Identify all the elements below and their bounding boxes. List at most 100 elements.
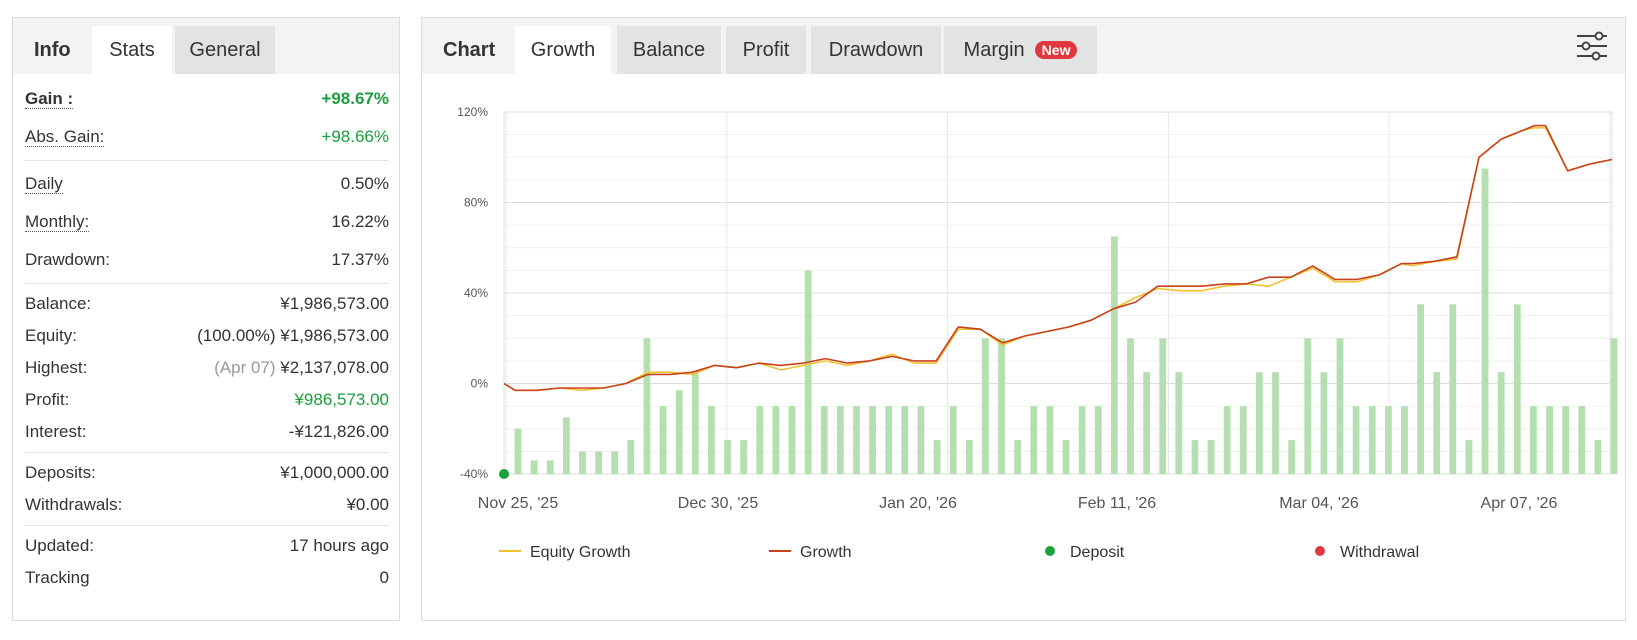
daily-bar [627, 440, 635, 474]
interest-label: Interest: [25, 422, 87, 441]
daily-bar [708, 406, 715, 474]
withdrawals-label: Withdrawals: [25, 495, 123, 514]
divider [25, 452, 389, 453]
daily-bar [1030, 406, 1038, 474]
deposits-value: ¥1,000,000.00 [280, 463, 389, 482]
growth-line [503, 124, 1613, 392]
daily-bar [514, 428, 522, 474]
abs-gain-value: +98.66% [321, 127, 389, 146]
daily-bar [659, 406, 667, 474]
daily-bar [1562, 406, 1570, 474]
legend-item-equity-growth[interactable]: Equity Growth [499, 544, 630, 561]
new-badge: New [1034, 41, 1078, 59]
daily-bar [885, 406, 893, 474]
x-tick-label: Mar 04, '26 [1279, 495, 1359, 512]
daily-bar [1513, 304, 1521, 474]
y-tick-label: 120% [457, 105, 488, 119]
highest-value: ¥2,137,078.00 [280, 358, 389, 377]
legend-swatch-withdrawal [1315, 546, 1325, 556]
stat-row-equity: Equity: (100.00%) ¥1,986,573.00 [25, 320, 389, 352]
legend-item-growth[interactable]: Growth [769, 544, 852, 561]
daily-bar [917, 406, 925, 474]
left-tabbar: Info Stats General [13, 18, 399, 74]
divider [25, 283, 389, 284]
stat-row-withdrawals: Withdrawals: ¥0.00 [25, 489, 389, 521]
daily-bar [772, 406, 780, 474]
daily-bar [1481, 168, 1489, 474]
x-tick-label: Apr 07, '26 [1481, 495, 1558, 512]
daily-bar [804, 270, 812, 474]
gain-value: +98.67% [321, 89, 389, 108]
balance-label: Balance: [25, 294, 92, 313]
tab-general[interactable]: General [175, 26, 275, 74]
tab-balance[interactable]: Balance [617, 26, 721, 74]
daily-bar [1384, 406, 1392, 474]
daily-bar [1401, 406, 1408, 474]
daily-bar [1014, 440, 1022, 474]
monthly-label[interactable]: Monthly: [25, 211, 90, 232]
daily-bars [514, 168, 1618, 474]
tab-chart[interactable]: Chart [443, 38, 496, 61]
stat-row-gain: Gain : +98.67% [25, 80, 389, 118]
tab-margin[interactable]: Margin New [944, 26, 1097, 74]
tab-margin-label: Margin [963, 38, 1025, 61]
daily-bar [1110, 236, 1118, 474]
stats-list: Gain : +98.67% Abs. Gain: +98.66% Daily … [25, 80, 389, 594]
deposits-label: Deposits: [25, 463, 96, 482]
divider [25, 525, 389, 526]
daily-bar [562, 417, 570, 474]
divider [25, 160, 389, 161]
daily-bar [1062, 440, 1070, 474]
sliders-icon[interactable] [1575, 30, 1609, 62]
stat-row-updated: Updated: 17 hours ago [25, 530, 389, 562]
daily-bar [836, 406, 844, 474]
y-tick-label: 0% [471, 377, 489, 391]
deposit-markers [499, 469, 509, 479]
tab-stats[interactable]: Stats [92, 26, 172, 74]
daily-label[interactable]: Daily [25, 173, 63, 194]
legend-item-deposit[interactable]: Deposit [1045, 544, 1125, 561]
daily-bar [1094, 406, 1102, 474]
daily-bar [998, 338, 1005, 474]
x-tick-label: Dec 30, '25 [678, 495, 759, 512]
daily-bar [1304, 338, 1312, 474]
daily-bar [869, 406, 876, 474]
daily-bar [1465, 440, 1473, 474]
tab-drawdown[interactable]: Drawdown [811, 26, 941, 74]
daily-bar [1143, 372, 1150, 474]
y-tick-label: -40% [460, 467, 488, 481]
daily-bar [1594, 440, 1602, 474]
gain-label[interactable]: Gain : [25, 88, 74, 109]
interest-value: -¥121,826.00 [288, 422, 389, 441]
daily-bar [788, 406, 796, 474]
tracking-value: 0 [379, 568, 389, 587]
stat-row-daily: Daily 0.50% [25, 165, 389, 203]
daily-bar [1320, 372, 1328, 474]
balance-value: ¥1,986,573.00 [280, 294, 389, 313]
legend-label-growth: Growth [800, 544, 852, 561]
abs-gain-label[interactable]: Abs. Gain: [25, 126, 105, 147]
stat-row-deposits: Deposits: ¥1,000,000.00 [25, 457, 389, 489]
tab-growth[interactable]: Growth [515, 26, 611, 74]
legend-label-withdrawal: Withdrawal [1340, 544, 1419, 561]
daily-bar [820, 406, 828, 474]
daily-bar [1433, 372, 1441, 474]
tab-profit[interactable]: Profit [726, 26, 806, 74]
highest-date: (Apr 07) [214, 358, 276, 377]
stat-row-drawdown: Drawdown: 17.37% [25, 241, 389, 279]
stats-panel: Info Stats General Gain : +98.67% Abs. G… [12, 17, 400, 621]
equity-label: Equity: [25, 326, 77, 345]
daily-bar [1046, 406, 1054, 474]
equity-value: ¥1,986,573.00 [280, 326, 389, 345]
daily-bar [1175, 372, 1183, 474]
stat-row-balance: Balance: ¥1,986,573.00 [25, 288, 389, 320]
legend-item-withdrawal[interactable]: Withdrawal [1315, 544, 1419, 561]
drawdown-value: 17.37% [331, 250, 389, 269]
updated-label: Updated: [25, 536, 94, 555]
growth-lines [503, 124, 1613, 392]
daily-bar [1546, 406, 1553, 474]
daily-bar [1127, 338, 1134, 474]
daily-bar [1417, 304, 1424, 474]
tab-info[interactable]: Info [34, 38, 71, 61]
equity-percent: (100.00%) [197, 326, 276, 345]
